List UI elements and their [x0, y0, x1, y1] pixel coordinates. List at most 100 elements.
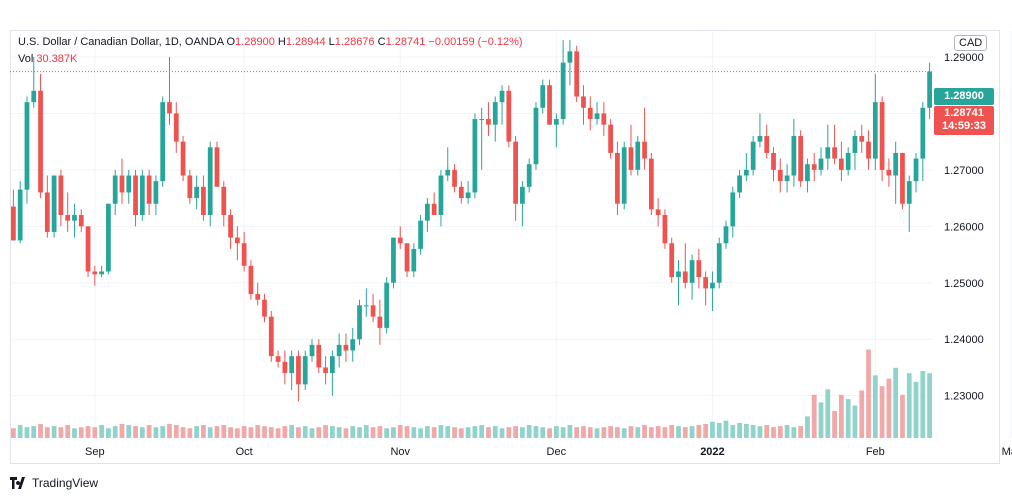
candle-body	[350, 339, 356, 351]
candle-body	[241, 243, 247, 266]
currency-button[interactable]: CAD	[954, 35, 988, 51]
candle-body	[275, 356, 281, 362]
volume-bar	[526, 425, 532, 438]
candle-body	[805, 164, 810, 182]
candle-body	[560, 62, 566, 120]
volume-bar	[764, 425, 770, 438]
volume-value: 30.387K	[36, 53, 78, 65]
candle-body	[167, 102, 172, 114]
candle-body	[737, 175, 742, 193]
candle-body	[228, 215, 233, 238]
time-axis: Sep Oct Nov Dec 2022 Feb Mar	[85, 446, 1012, 458]
candle-body	[38, 90, 43, 193]
volume-bar	[445, 426, 451, 438]
volume-bar	[65, 425, 71, 438]
candle-body	[913, 158, 919, 182]
candle-body	[214, 147, 220, 187]
candle-body	[11, 206, 16, 241]
candle-body	[418, 220, 423, 249]
candle-body	[65, 215, 71, 221]
candle-body	[180, 141, 186, 176]
candle-body	[621, 147, 627, 204]
candle-body	[397, 237, 403, 244]
candle-body	[682, 271, 688, 283]
volume-bar	[737, 422, 742, 438]
volume-bar	[275, 428, 281, 438]
candle-body	[357, 305, 362, 340]
candle-body	[832, 147, 837, 159]
x-tick-label: Nov	[390, 446, 410, 458]
y-tick-label: 1.25000	[944, 278, 984, 290]
candle-body	[201, 186, 206, 216]
candle-body	[553, 119, 559, 125]
x-tick-label: Mar	[1002, 446, 1012, 458]
candle-body	[798, 135, 804, 182]
volume-bar	[465, 427, 471, 438]
candle-body	[106, 203, 111, 272]
candle-body	[425, 203, 430, 221]
volume-bar	[391, 427, 396, 438]
low-value: 1.28676	[334, 36, 375, 48]
candle-body	[771, 152, 776, 170]
volume-bar	[499, 428, 505, 438]
candle-body	[458, 186, 464, 199]
candle-body	[791, 135, 797, 176]
volume-bar	[818, 402, 824, 438]
candle-body	[404, 243, 410, 272]
volume-bar	[112, 426, 118, 438]
volume-bar	[452, 427, 457, 438]
open-value: 1.28900	[235, 36, 275, 48]
volume-bar	[17, 425, 23, 438]
high-label: H	[277, 36, 286, 48]
volume-bar	[173, 425, 179, 438]
candle-body	[879, 102, 885, 170]
volume-bar	[587, 427, 593, 438]
candle-body	[384, 282, 390, 328]
candle-body	[282, 361, 288, 374]
volume-bar	[628, 426, 634, 438]
candle-body	[363, 305, 369, 307]
volume-bar	[458, 428, 464, 438]
volume-bar	[377, 426, 383, 438]
volume-bar	[547, 428, 552, 438]
candle-body	[764, 135, 770, 153]
candle-body	[520, 186, 525, 204]
volume-legend: Vol 30.387K	[18, 53, 77, 65]
candle-body	[85, 226, 91, 272]
tradingview-brand[interactable]: TradingView	[10, 476, 98, 490]
candle-body	[187, 175, 193, 199]
volume-bar	[153, 427, 159, 438]
candle-body	[662, 215, 668, 244]
volume-bar	[316, 427, 322, 438]
symbol-title[interactable]: U.S. Dollar / Canadian Dollar, 1D, OANDA	[18, 36, 224, 48]
volume-bar	[703, 423, 709, 438]
candle-body	[594, 113, 600, 120]
volume-bar	[879, 386, 885, 438]
candle-body	[153, 181, 159, 204]
volume-bar	[431, 427, 437, 438]
candle-body	[628, 147, 634, 170]
candle-body	[112, 175, 118, 204]
candle-body	[309, 344, 315, 357]
volume-bar	[99, 425, 104, 438]
volume-bar	[825, 389, 831, 438]
volume-bar	[886, 378, 892, 438]
volume-bar	[418, 428, 423, 438]
candle-body	[194, 186, 200, 199]
candle-body	[601, 113, 607, 125]
high-price-tag: 1.28900	[934, 88, 994, 105]
tradingview-logo-icon	[10, 477, 25, 489]
volume-bar	[24, 427, 30, 438]
volume-bar	[241, 426, 247, 438]
volume-bar	[296, 427, 301, 438]
volume-bar	[309, 428, 315, 438]
volume-bar	[397, 425, 403, 438]
candle-body	[78, 215, 84, 227]
chart-frame	[10, 30, 1000, 464]
candle-body	[323, 367, 328, 374]
high-price-tag-label: 1.28900	[944, 90, 984, 102]
candle-body	[526, 164, 532, 187]
candle-body	[119, 175, 125, 193]
candle-body	[716, 243, 722, 283]
